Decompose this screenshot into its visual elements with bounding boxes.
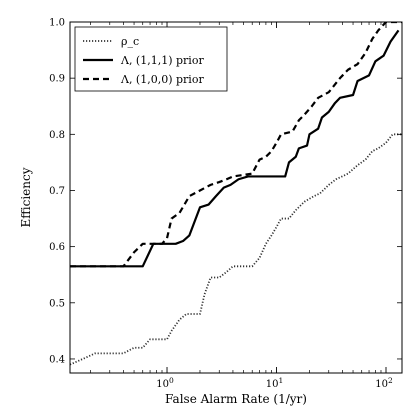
series-rho-line xyxy=(70,133,402,366)
series-lambda-111-line xyxy=(70,29,400,268)
y-tick-label: 0.5 xyxy=(49,298,65,309)
legend: ρ_c Λ, (1,1,1) prior Λ, (1,0,0) prior xyxy=(74,26,228,92)
x-tick-label: 101 xyxy=(266,376,284,390)
x-tick-label: 102 xyxy=(375,376,393,390)
tick-layer: 0.4 0.5 0.6 0.7 0.8 0.9 1.0 100 101 102 xyxy=(49,18,402,390)
y-tick-label: 0.9 xyxy=(49,74,65,85)
y-tick-label: 0.8 xyxy=(49,130,65,141)
legend-label-rho: ρ_c xyxy=(121,35,139,48)
plot-frame xyxy=(69,21,403,374)
y-tick-label: 0.7 xyxy=(49,186,65,197)
legend-label-lambda-100: Λ, (1,0,0) prior xyxy=(120,73,204,86)
y-axis-label: Efficiency xyxy=(19,167,33,227)
series-lambda-100-line xyxy=(70,22,402,268)
y-tick-label: 0.4 xyxy=(49,354,65,365)
x-axis-label: False Alarm Rate (1/yr) xyxy=(165,392,307,406)
y-tick-label: 1.0 xyxy=(49,18,65,29)
y-tick-label: 0.6 xyxy=(49,242,65,253)
x-tick-label: 100 xyxy=(156,376,174,390)
legend-label-lambda-111: Λ, (1,1,1) prior xyxy=(120,54,204,67)
plot-layer xyxy=(70,22,402,366)
